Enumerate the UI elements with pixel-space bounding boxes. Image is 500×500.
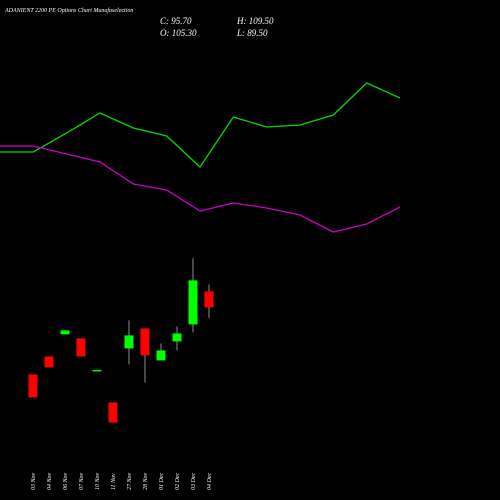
ohlc-high: H: 109.50 — [236, 16, 274, 26]
x-tick-label: 03 Dec — [191, 473, 197, 490]
x-tick-label: 11 Nov — [111, 473, 117, 490]
x-tick-label: 28 Nov — [143, 472, 149, 490]
candle-body — [140, 328, 150, 356]
candle-body — [124, 335, 134, 349]
x-tick-label: 04 Nov — [46, 472, 53, 490]
x-tick-label: 04 Dec — [206, 473, 213, 490]
candle-body — [204, 291, 214, 308]
indicator-line — [0, 82, 401, 168]
candle-body — [60, 330, 70, 335]
candle-body — [76, 338, 86, 357]
ohlc-close: C: 95.70 — [160, 16, 192, 26]
x-tick-label: 03 Nov — [31, 472, 37, 490]
x-tick-label: 10 Nov — [95, 472, 101, 490]
candle-body — [44, 356, 54, 368]
x-tick-label: 06 Nov — [63, 472, 69, 490]
candle-body — [188, 280, 198, 325]
x-tick-label: 02 Dec — [175, 473, 181, 490]
candle-body — [172, 333, 182, 342]
ohlc-low: L: 89.50 — [236, 28, 268, 38]
x-tick-label: 07 Nov — [79, 472, 85, 490]
ohlc-open: O: 105.30 — [160, 28, 197, 38]
candle-body — [28, 374, 38, 398]
x-tick-label: 27 Nov — [127, 472, 133, 490]
candle-body — [108, 402, 118, 423]
candle-body — [92, 369, 102, 372]
x-tick-label: 01 Dec — [159, 473, 165, 490]
chart-title: ADANIENT 2200 PE Options Chart Munafasel… — [4, 7, 133, 14]
candle-body — [156, 350, 166, 361]
indicator-line — [0, 145, 401, 233]
